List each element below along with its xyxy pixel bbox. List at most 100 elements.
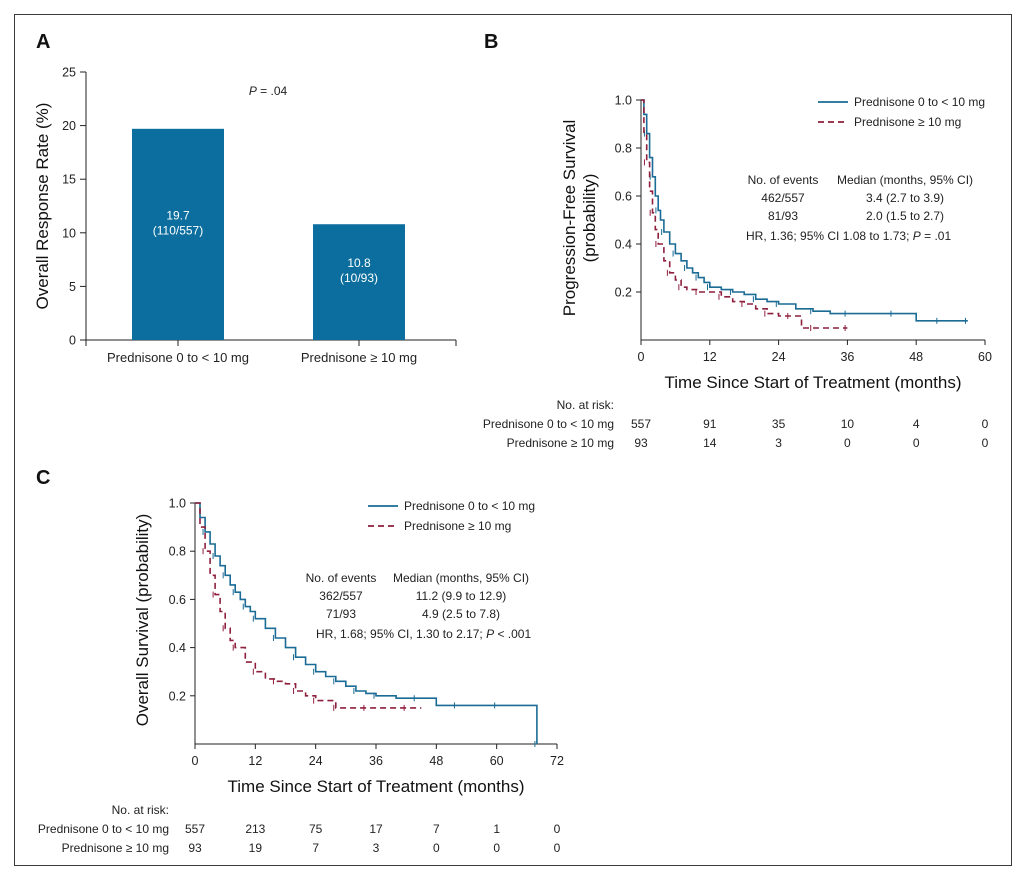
panel-c-risk-value: 19 [249, 841, 263, 855]
panel-a-bar-count: (10/93) [340, 271, 378, 285]
panel-b-events-value: 462/557 [761, 191, 805, 205]
panel-b-y-tick-label: 0.4 [615, 238, 632, 252]
panel-c-x-tick-label: 24 [309, 754, 323, 768]
panel-b-risk-value: 10 [841, 417, 855, 431]
panel-c-risk-value: 75 [309, 822, 323, 836]
panel-a-bar-count: (110/557) [153, 223, 203, 237]
panel-c-risk-title: No. at risk: [112, 803, 169, 817]
panel-b-legend-label-high-dose: Prednisone ≥ 10 mg [854, 115, 961, 129]
panel-a-y-title: Overall Response Rate (%) [33, 103, 52, 310]
panel-c-risk-value: 1 [493, 822, 500, 836]
panel-b-x-title: Time Since Start of Treatment (months) [665, 373, 962, 392]
panel-c-risk-value: 557 [185, 822, 205, 836]
panel-c-risk-value: 3 [373, 841, 380, 855]
panel-b-risk-value: 93 [634, 436, 648, 450]
panel-c-x-title: Time Since Start of Treatment (months) [228, 777, 525, 796]
panel-c-risk-value: 0 [433, 841, 440, 855]
panel-b-risk-value: 0 [982, 436, 989, 450]
panel-b-y-tick-label: 0.6 [615, 190, 632, 204]
panel-c-hazard-ratio: HR, 1.68; 95% CI, 1.30 to 2.17; P < .001 [316, 627, 531, 641]
panel-b-events-header: No. of events [748, 173, 819, 187]
panel-b-risk-value: 557 [631, 417, 651, 431]
panel-c-x-tick-label: 72 [550, 754, 564, 768]
panel-b-x-tick-label: 60 [978, 350, 992, 364]
panel-a-y-tick-label: 5 [69, 280, 76, 294]
panel-b-x-tick-label: 0 [638, 350, 645, 364]
panel-b-risk-row-label: Prednisone 0 to < 10 mg [483, 417, 614, 431]
panel-c-median-value: 11.2 (9.9 to 12.9) [416, 589, 507, 603]
panel-c-risk-value: 213 [245, 822, 265, 836]
panel-b-median-value: 2.0 (1.5 to 2.7) [866, 209, 944, 223]
panel-c-x-tick-label: 60 [490, 754, 504, 768]
panel-c-events-value: 362/557 [319, 589, 363, 603]
panel-b-risk-value: 0 [913, 436, 920, 450]
panel-b-median-header: Median (months, 95% CI) [837, 173, 973, 187]
panel-c-risk-row-label: Prednisone ≥ 10 mg [62, 841, 169, 855]
panel-b-x-tick-label: 48 [909, 350, 923, 364]
panel-c-risk-value: 7 [312, 841, 319, 855]
panel-b-label: B [484, 31, 498, 53]
panel-a-p-value: P = .04 [249, 84, 288, 98]
panel-b-risk-value: 3 [775, 436, 782, 450]
panel-b-risk-title: No. at risk: [557, 398, 614, 412]
panel-c-series-low-dose [195, 502, 538, 744]
panel-b-y-tick-label: 1.0 [615, 94, 632, 108]
panel-c-risk-value: 7 [433, 822, 440, 836]
panel-c-y-tick-label: 0.8 [169, 545, 186, 559]
panel-b-y-title: Progression-Free Survival(probability) [560, 120, 599, 317]
panel-a-y-tick-label: 20 [62, 119, 76, 133]
panel-b-series-low-dose [641, 99, 968, 322]
panel-a-bar-value: 19.7 [166, 208, 190, 222]
panel-c-risk-value: 93 [188, 841, 202, 855]
panel-c-risk-value: 0 [554, 841, 561, 855]
panel-b-risk-value: 14 [703, 436, 717, 450]
panel-c-y-tick-label: 1.0 [169, 497, 186, 511]
panel-a-category-label: Prednisone 0 to < 10 mg [107, 350, 249, 365]
panel-c-series-high-dose [195, 502, 422, 709]
panel-a-category-label: Prednisone ≥ 10 mg [301, 350, 417, 365]
panel-c-y-title: Overall Survival (probability) [133, 514, 152, 727]
panel-b-risk-value: 4 [913, 417, 920, 431]
panel-b-x-tick-label: 12 [703, 350, 717, 364]
panel-b-events-value: 81/93 [768, 209, 798, 223]
panel-b-risk-row-label: Prednisone ≥ 10 mg [507, 436, 614, 450]
panel-c-risk-value: 0 [554, 822, 561, 836]
panel-c-x-tick-label: 48 [429, 754, 443, 768]
panel-b-x-tick-label: 24 [772, 350, 786, 364]
panel-c-y-tick-label: 0.2 [169, 689, 186, 703]
panel-a-y-tick-label: 10 [62, 226, 76, 240]
panel-a-y-tick-label: 15 [62, 173, 76, 187]
panel-c-legend-label-high-dose: Prednisone ≥ 10 mg [404, 519, 511, 533]
panel-b-risk-value: 91 [703, 417, 717, 431]
figure-frame [14, 14, 1012, 866]
panel-c-median-value: 4.9 (2.5 to 7.8) [422, 607, 500, 621]
panel-a-y-tick-label: 25 [62, 66, 76, 80]
panel-b-series-high-dose [641, 99, 848, 329]
panel-c-events-header: No. of events [306, 571, 377, 585]
panel-a-y-tick-label: 0 [69, 334, 76, 348]
panel-b-legend-label-low-dose: Prednisone 0 to < 10 mg [854, 95, 985, 109]
panel-a-bar-value: 10.8 [347, 256, 371, 270]
panel-c-y-tick-label: 0.6 [169, 593, 186, 607]
panel-a-label: A [36, 31, 50, 53]
panel-c-x-tick-label: 0 [192, 754, 199, 768]
panel-b-y-tick-label: 0.2 [615, 286, 632, 300]
panel-c-legend-label-low-dose: Prednisone 0 to < 10 mg [404, 499, 535, 513]
panel-a-bar [313, 224, 405, 340]
panel-c-events-value: 71/93 [326, 607, 356, 621]
panel-c-x-tick-label: 36 [369, 754, 383, 768]
panel-b-median-value: 3.4 (2.7 to 3.9) [866, 191, 944, 205]
panel-c-risk-value: 17 [369, 822, 383, 836]
panel-c-risk-row-label: Prednisone 0 to < 10 mg [38, 822, 169, 836]
panel-b-y-tick-label: 0.8 [615, 142, 632, 156]
panel-b-x-tick-label: 36 [840, 350, 854, 364]
panel-b-risk-value: 0 [844, 436, 851, 450]
panel-b-hazard-ratio: HR, 1.36; 95% CI 1.08 to 1.73; P = .01 [746, 229, 951, 243]
panel-b-risk-value: 35 [772, 417, 786, 431]
panel-c-risk-value: 0 [493, 841, 500, 855]
panel-a-bar [132, 128, 224, 340]
panel-c-y-tick-label: 0.4 [169, 641, 186, 655]
panel-b-risk-value: 0 [982, 417, 989, 431]
panel-c-x-tick-label: 12 [248, 754, 262, 768]
